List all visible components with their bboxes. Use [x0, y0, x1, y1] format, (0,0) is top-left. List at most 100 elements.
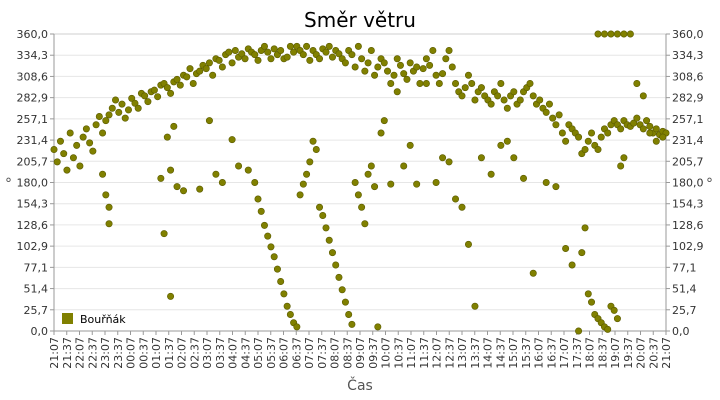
y-tick-label-left: 334,3 [17, 49, 49, 62]
data-point [458, 203, 466, 211]
data-point [371, 71, 379, 79]
y-tick-label-right: 77,1 [672, 261, 697, 274]
data-point [387, 180, 395, 188]
y-tick-label-right: 0,0 [672, 325, 690, 338]
data-point [309, 137, 317, 145]
data-point [487, 170, 495, 178]
data-point [299, 180, 307, 188]
data-point [358, 55, 366, 63]
data-point [419, 65, 427, 73]
data-point [468, 80, 476, 88]
data-point [503, 104, 511, 112]
x-tick-label: 03:37 [214, 337, 227, 369]
data-point [558, 129, 566, 137]
data-point [69, 154, 77, 162]
data-point [630, 119, 638, 127]
data-point [102, 191, 110, 199]
data-point [617, 125, 625, 133]
data-point [66, 129, 74, 137]
x-tick-label: 15:07 [507, 337, 520, 369]
data-point [144, 98, 152, 106]
legend: Bouřňák [62, 313, 126, 326]
data-point [400, 70, 408, 78]
data-point [620, 30, 628, 38]
data-point [118, 100, 126, 108]
data-point [167, 166, 175, 174]
data-point [552, 121, 560, 129]
data-point [105, 111, 113, 119]
data-point [354, 42, 362, 50]
y-tick-label-right: 51,4 [672, 283, 697, 296]
data-point [231, 46, 239, 54]
y-tick-label-left: 257,1 [17, 113, 49, 126]
y-axis-title-right: ° [706, 176, 713, 192]
data-point [335, 273, 343, 281]
x-tick-label: 23:37 [112, 337, 125, 369]
data-point [358, 203, 366, 211]
x-tick-label: 08:07 [329, 337, 342, 369]
x-tick-label: 19:37 [622, 337, 635, 369]
data-point [604, 129, 612, 137]
data-point [526, 80, 534, 88]
data-point [439, 154, 447, 162]
data-point [332, 261, 340, 269]
y-tick-label-left: 128,6 [17, 219, 49, 232]
data-point [435, 80, 443, 88]
data-point [458, 92, 466, 100]
scatter-points [50, 30, 670, 335]
data-point [367, 162, 375, 170]
data-point [105, 220, 113, 228]
data-point [639, 92, 647, 100]
data-point [218, 63, 226, 71]
data-point [487, 100, 495, 108]
data-point [167, 89, 175, 97]
data-point [594, 146, 602, 154]
data-point [497, 141, 505, 149]
data-point [254, 56, 262, 64]
data-point [225, 48, 233, 56]
data-point [643, 117, 651, 125]
data-point [659, 133, 667, 141]
y-tick-label-right: 308,6 [672, 70, 704, 83]
data-point [380, 117, 388, 125]
data-point [341, 59, 349, 67]
y-tick-label-right: 102,9 [672, 240, 704, 253]
x-tick-label: 11:07 [405, 337, 418, 369]
data-point [79, 133, 87, 141]
data-point [341, 298, 349, 306]
data-point [529, 269, 537, 277]
x-tick-label: 03:07 [201, 337, 214, 369]
data-point [371, 183, 379, 191]
data-point [432, 179, 440, 187]
data-point [613, 30, 621, 38]
x-tick-label: 11:37 [418, 337, 431, 369]
x-tick-label: 09:37 [367, 337, 380, 369]
data-point [584, 137, 592, 145]
data-point [99, 129, 107, 137]
data-point [60, 150, 68, 158]
data-point [448, 63, 456, 71]
data-point [387, 80, 395, 88]
y-tick-label-left: 25,7 [24, 304, 49, 317]
data-point [328, 53, 336, 61]
data-point [393, 88, 401, 96]
x-tick-label: 19:07 [609, 337, 622, 369]
x-tick-label: 06:07 [278, 337, 291, 369]
data-point [351, 63, 359, 71]
x-axis-ticks: 21:07 21:37 22:07 22:37 23:07 23:37 00:07 00:37… [48, 331, 673, 369]
x-tick-label: 21:07 [48, 337, 61, 369]
x-tick-label: 00:37 [137, 337, 150, 369]
data-point [86, 139, 94, 147]
data-point [406, 59, 414, 67]
data-point [445, 46, 453, 54]
data-point [374, 323, 382, 331]
data-point [277, 277, 285, 285]
data-point [361, 220, 369, 228]
data-point [189, 80, 197, 88]
data-point [568, 261, 576, 269]
data-point [322, 224, 330, 232]
data-point [290, 48, 298, 56]
data-point [477, 154, 485, 162]
y-tick-label-right: 128,6 [672, 219, 704, 232]
data-point [403, 75, 411, 83]
